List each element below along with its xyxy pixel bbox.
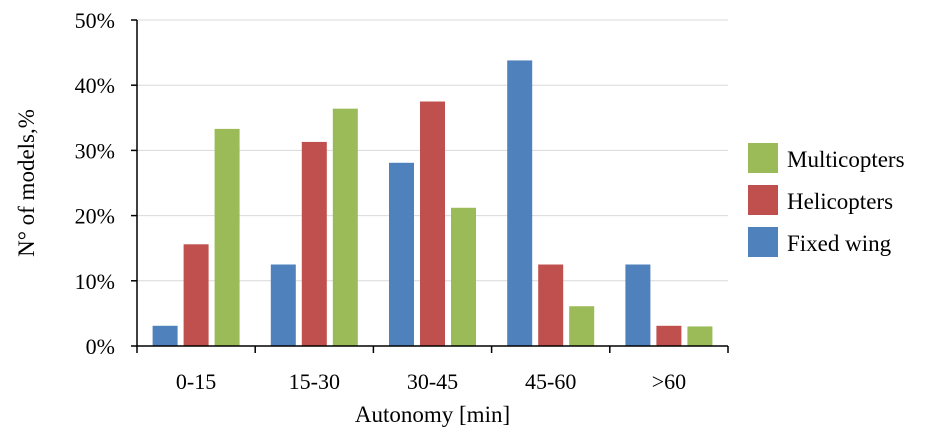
y-axis-title: N° of models,% — [14, 109, 39, 257]
x-tick-label: 0-15 — [176, 369, 216, 394]
bar-multicopters-1 — [332, 108, 358, 346]
bar-fixed-wing-1 — [270, 264, 296, 346]
x-tick-label: 45-60 — [525, 369, 576, 394]
x-axis-title: Autonomy [min] — [355, 402, 510, 427]
bar-fixed-wing-2 — [389, 162, 414, 346]
bars — [152, 60, 713, 346]
y-tick-label: 20% — [75, 204, 115, 229]
x-tick-label: 30-45 — [407, 369, 458, 394]
y-tick-label: 50% — [75, 8, 115, 33]
y-tick-label: 40% — [75, 73, 115, 98]
bar-multicopters-2 — [451, 207, 476, 346]
bar-helicopters-2 — [420, 101, 445, 346]
legend-swatch-helicopters — [748, 185, 778, 215]
y-tick-label: 30% — [75, 138, 115, 163]
legend-swatch-fixed-wing — [748, 227, 778, 257]
bar-fixed-wing-0 — [152, 325, 178, 346]
y-tick-labels: 0% 10% 20% 30% 40% 50% — [75, 8, 115, 359]
bar-helicopters-3 — [538, 264, 564, 346]
axes — [131, 19, 729, 353]
bar-helicopters-1 — [301, 141, 327, 346]
bar-multicopters-0 — [214, 128, 240, 346]
x-tick-label: 15-30 — [289, 369, 340, 394]
bar-multicopters-3 — [569, 306, 595, 346]
bar-fixed-wing-4 — [625, 264, 651, 346]
bar-helicopters-4 — [656, 325, 682, 346]
y-tick-label: 0% — [86, 334, 115, 359]
legend-swatch-multicopters — [748, 143, 778, 173]
x-tick-label: >60 — [652, 369, 686, 394]
x-tick-labels: 0-15 15-30 30-45 45-60 >60 — [176, 369, 686, 394]
y-tick-label: 10% — [75, 269, 115, 294]
legend-label: Fixed wing — [787, 231, 892, 256]
legend-label: Helicopters — [787, 189, 893, 214]
bar-fixed-wing-3 — [507, 60, 533, 346]
bar-multicopters-4 — [687, 326, 713, 346]
bar-helicopters-0 — [183, 244, 209, 346]
legend: Multicopters Helicopters Fixed wing — [748, 143, 905, 257]
legend-label: Multicopters — [787, 147, 905, 172]
